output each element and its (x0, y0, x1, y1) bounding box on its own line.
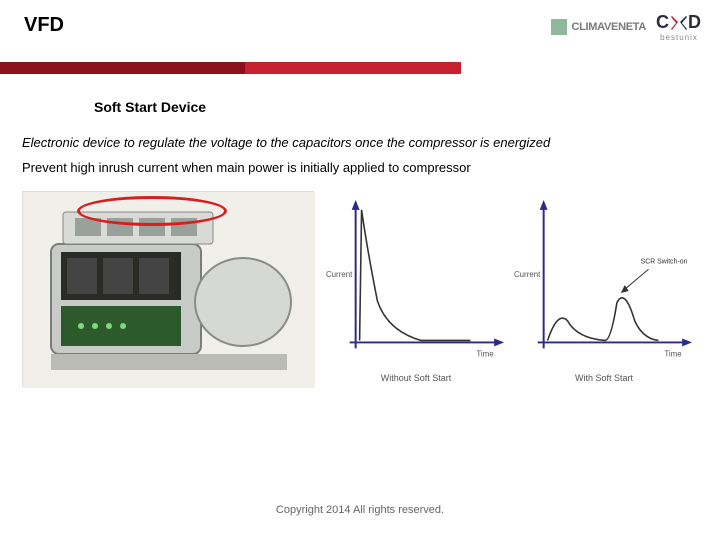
body-line-2: Prevent high inrush current when main po… (22, 160, 698, 175)
chart1-xlabel: Time (476, 349, 494, 358)
cxd-logo: C D bestunix (656, 12, 702, 42)
figure-row: Current Time Without Soft Start SCR Swit… (22, 191, 698, 387)
climaveneta-icon (551, 19, 567, 35)
cxd-x-icon (671, 15, 687, 31)
logo-area: CLIMAVENETA C D bestunix (551, 12, 702, 42)
body-line-1: Electronic device to regulate the voltag… (22, 135, 698, 150)
cxd-subtext: bestunix (660, 33, 698, 42)
chart1-caption: Without Soft Start (381, 373, 452, 383)
chart2-scr-label: SCR Switch-on (641, 258, 688, 265)
chart-pair: Current Time Without Soft Start SCR Swit… (322, 191, 698, 387)
chart1-ylabel: Current (326, 270, 353, 279)
cxd-d: D (688, 12, 702, 33)
accent-bar (0, 62, 720, 74)
chart-with-soft-start: SCR Switch-on Current Time With Soft Sta… (510, 191, 698, 387)
footer-copyright: Copyright 2014 All rights reserved. (0, 504, 720, 516)
climaveneta-text: CLIMAVENETA (571, 21, 646, 33)
chart2-xlabel: Time (664, 349, 682, 358)
section-subtitle: Soft Start Device (94, 99, 698, 115)
chart2-ylabel: Current (514, 270, 541, 279)
highlight-ellipse (77, 196, 227, 226)
compressor-photo (22, 191, 314, 387)
cxd-c: C (656, 12, 670, 33)
chart2-caption: With Soft Start (575, 373, 633, 383)
chart-without-soft-start: Current Time Without Soft Start (322, 191, 510, 387)
climaveneta-logo: CLIMAVENETA (551, 19, 646, 35)
